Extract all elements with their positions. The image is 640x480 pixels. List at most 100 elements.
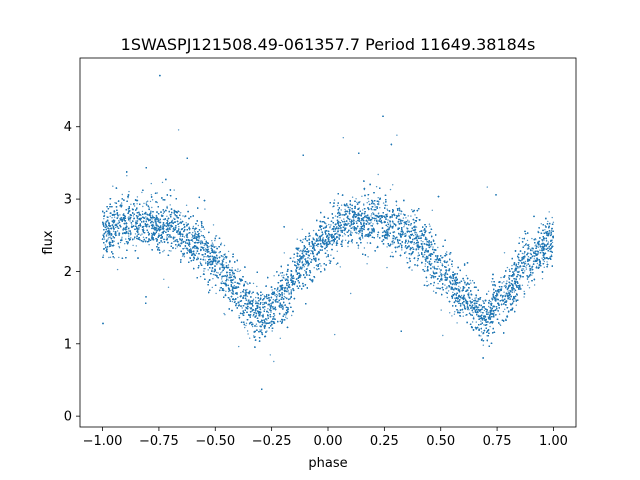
data-point xyxy=(181,255,184,257)
data-point xyxy=(350,232,352,234)
data-point xyxy=(464,283,466,285)
data-point xyxy=(130,203,132,205)
data-point xyxy=(195,252,198,254)
data-point xyxy=(341,235,344,237)
data-point xyxy=(217,272,219,274)
data-point xyxy=(201,240,203,242)
data-point xyxy=(424,256,426,259)
data-point xyxy=(356,232,358,235)
data-point xyxy=(247,302,249,304)
data-point xyxy=(431,262,433,265)
data-point xyxy=(350,230,352,232)
data-point xyxy=(385,230,388,232)
data-point xyxy=(255,323,258,325)
data-point xyxy=(469,279,471,282)
data-point xyxy=(496,295,498,298)
data-point xyxy=(340,219,343,222)
data-point xyxy=(235,285,237,288)
data-point xyxy=(127,197,129,199)
data-point xyxy=(427,256,429,258)
data-point xyxy=(223,257,225,259)
data-point xyxy=(528,287,531,289)
data-point xyxy=(471,321,474,323)
data-point xyxy=(503,281,505,283)
data-point xyxy=(214,239,216,242)
data-point xyxy=(375,186,378,188)
data-point xyxy=(475,297,477,299)
data-point xyxy=(185,222,187,224)
data-point xyxy=(399,232,402,235)
data-point xyxy=(192,225,195,228)
data-point xyxy=(521,284,524,286)
data-point xyxy=(407,239,410,242)
data-point xyxy=(499,323,501,325)
data-point xyxy=(404,246,406,248)
data-point xyxy=(335,263,338,266)
data-point xyxy=(283,252,285,254)
data-point xyxy=(503,291,505,293)
data-point xyxy=(301,260,304,262)
data-point xyxy=(156,192,158,194)
data-point xyxy=(539,244,541,246)
data-point xyxy=(253,335,255,337)
data-point xyxy=(121,238,123,240)
data-point xyxy=(445,288,447,290)
data-point xyxy=(313,267,315,269)
data-point xyxy=(468,309,470,311)
data-point xyxy=(435,287,438,289)
data-point xyxy=(339,266,341,268)
data-point xyxy=(424,265,426,267)
data-point xyxy=(533,258,535,260)
data-point xyxy=(163,278,165,280)
data-point xyxy=(460,297,462,299)
data-point xyxy=(231,267,233,269)
data-point xyxy=(304,269,306,272)
data-point xyxy=(249,307,251,309)
data-point xyxy=(482,301,485,303)
data-point xyxy=(252,315,254,317)
data-point xyxy=(456,322,458,324)
data-point xyxy=(340,204,343,206)
data-point xyxy=(269,322,271,324)
data-point xyxy=(148,207,150,209)
data-point xyxy=(310,252,312,255)
data-point xyxy=(267,308,269,310)
data-point xyxy=(199,240,202,242)
data-point xyxy=(279,272,282,274)
data-point xyxy=(411,246,414,249)
data-point xyxy=(232,282,234,284)
data-point xyxy=(450,277,452,280)
data-point xyxy=(161,214,163,216)
data-point xyxy=(239,269,242,272)
data-point xyxy=(414,231,417,233)
data-point xyxy=(191,237,193,239)
data-point xyxy=(322,237,324,239)
data-point xyxy=(200,230,202,233)
data-point xyxy=(442,273,444,276)
data-point xyxy=(410,242,413,244)
data-point xyxy=(339,229,342,231)
data-point xyxy=(404,232,407,235)
data-point xyxy=(511,264,513,267)
data-point xyxy=(106,233,109,235)
data-point xyxy=(197,224,199,227)
data-point xyxy=(221,271,223,273)
data-point xyxy=(273,275,275,277)
data-point xyxy=(224,293,227,295)
data-point xyxy=(389,222,391,224)
data-point xyxy=(216,263,218,266)
data-point xyxy=(372,223,374,225)
data-point xyxy=(237,296,239,299)
data-point xyxy=(343,218,345,220)
data-point xyxy=(201,226,203,229)
data-point xyxy=(333,199,336,201)
data-point xyxy=(381,231,384,234)
data-point xyxy=(315,264,318,267)
data-point xyxy=(107,238,109,240)
data-point xyxy=(407,219,409,221)
data-point xyxy=(370,225,372,227)
data-point xyxy=(212,224,215,226)
data-point xyxy=(342,239,344,241)
data-point xyxy=(208,245,210,248)
